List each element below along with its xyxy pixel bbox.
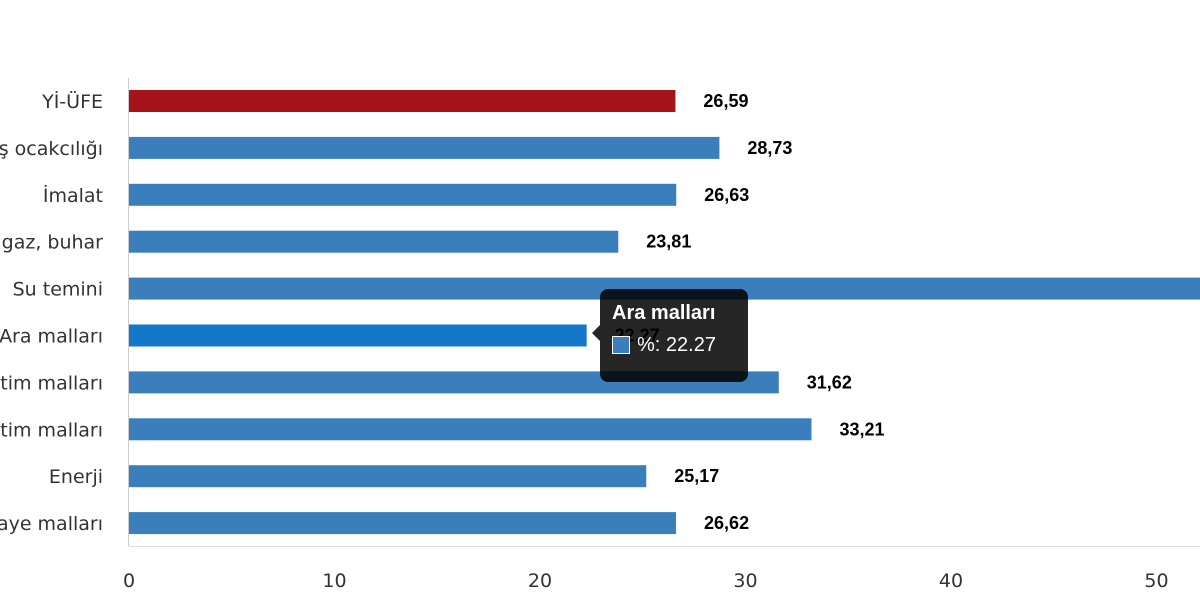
bar[interactable] <box>129 512 677 535</box>
data-label: 28,73 <box>747 138 792 158</box>
category-label: Su temini <box>13 279 103 301</box>
x-tick-label: 10 <box>322 570 346 592</box>
bar[interactable] <box>129 277 1200 300</box>
category-label: İmalat <box>43 184 103 207</box>
tooltip: Ara malları %: 22.27 <box>592 289 748 382</box>
bar[interactable] <box>129 465 647 488</box>
x-tick-label: 30 <box>733 570 757 592</box>
category-label: gaz, buhar <box>2 232 104 254</box>
bar[interactable] <box>129 418 812 441</box>
tooltip-arrow <box>592 325 600 341</box>
tooltip-value: %: 22.27 <box>637 334 716 356</box>
x-tick-label: 40 <box>939 570 963 592</box>
data-label: 26,63 <box>704 185 749 205</box>
bar[interactable] <box>129 324 587 347</box>
x-tick-labels: 0 10 20 30 40 50 <box>123 570 1169 592</box>
bar[interactable] <box>129 136 720 159</box>
category-label: Yİ-ÜFE <box>41 90 103 113</box>
data-label: 31,62 <box>807 372 852 392</box>
category-labels: Yİ-ÜFE ş ocakcılığı İmalat gaz, buhar Su tem… <box>0 90 103 535</box>
category-label: aye malları <box>0 513 103 535</box>
category-label: Ara malları <box>0 326 103 348</box>
x-tick-label: 20 <box>528 570 552 592</box>
bar[interactable] <box>129 183 677 206</box>
category-label: tim malları <box>0 419 103 441</box>
x-tick-label: 50 <box>1144 570 1168 592</box>
data-label: 33,21 <box>839 419 884 439</box>
bar[interactable] <box>129 90 676 112</box>
category-label: Enerji <box>49 466 103 488</box>
tooltip-swatch <box>612 336 630 354</box>
tooltip-row: %: 22.27 <box>612 332 736 358</box>
x-tick-label: 0 <box>123 570 135 592</box>
data-label: 26,62 <box>704 513 749 533</box>
data-label: 23,81 <box>646 232 691 252</box>
category-label: tim malları <box>0 372 103 394</box>
tooltip-title: Ara malları <box>612 302 716 324</box>
data-label: 26,59 <box>703 91 748 111</box>
data-label: 25,17 <box>674 466 719 486</box>
axes <box>128 78 1200 547</box>
category-label: ş ocakcılığı <box>0 138 103 160</box>
bars <box>129 90 1200 535</box>
bar[interactable] <box>129 230 619 253</box>
